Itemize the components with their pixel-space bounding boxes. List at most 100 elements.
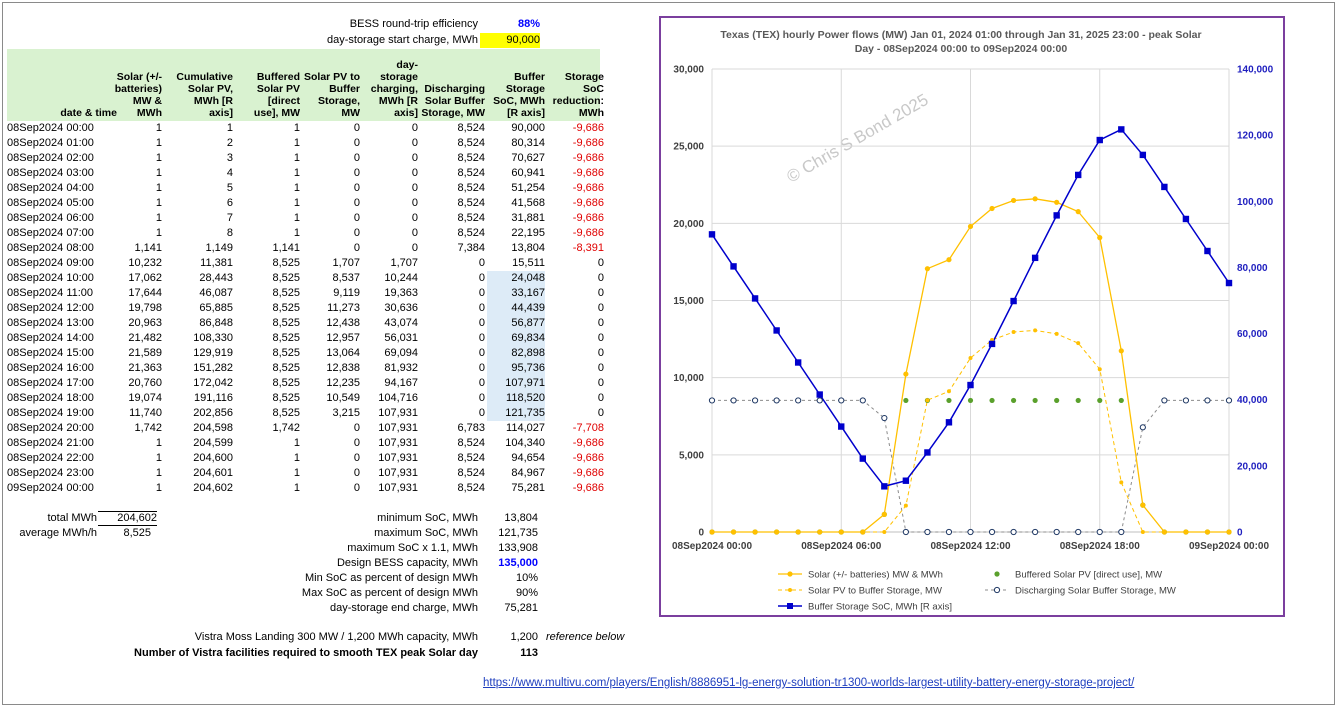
table-cell[interactable]: 11,273 <box>327 302 360 314</box>
table-cell[interactable]: 121,735 <box>487 406 545 421</box>
table-cell[interactable]: 0 <box>353 182 360 194</box>
table-cell[interactable]: 24,048 <box>487 271 545 286</box>
table-cell[interactable]: 0 <box>411 242 418 254</box>
table-cell[interactable]: 11,740 <box>129 407 162 419</box>
table-cell[interactable]: 08Sep2024 07:00 <box>7 227 94 239</box>
table-cell[interactable]: 1 <box>155 182 162 194</box>
table-cell[interactable]: 8,525 <box>272 377 300 389</box>
table-cell[interactable]: 0 <box>353 422 360 434</box>
table-cell[interactable]: 1,141 <box>134 242 162 254</box>
table-cell[interactable]: 204,601 <box>193 467 233 479</box>
table-cell[interactable]: 82,898 <box>487 346 545 361</box>
stat-value[interactable]: 13,804 <box>504 512 538 524</box>
table-cell[interactable]: 13,064 <box>326 347 360 359</box>
table-cell[interactable]: 1 <box>293 167 300 179</box>
table-cell[interactable]: 1 <box>155 467 162 479</box>
table-cell[interactable]: 8,524 <box>457 467 485 479</box>
table-cell[interactable]: 0 <box>478 332 485 344</box>
table-cell[interactable]: 5 <box>226 182 233 194</box>
table-cell[interactable]: 1 <box>293 197 300 209</box>
table-cell[interactable]: 1 <box>293 152 300 164</box>
table-cell[interactable]: 81,932 <box>384 362 418 374</box>
table-cell[interactable]: 12,838 <box>326 362 360 374</box>
table-cell[interactable]: 1 <box>155 167 162 179</box>
table-cell[interactable]: 08Sep2024 04:00 <box>7 182 94 194</box>
table-cell[interactable]: 11,381 <box>200 257 233 269</box>
table-cell[interactable]: 80,314 <box>511 137 545 149</box>
table-cell[interactable]: 0 <box>597 317 604 329</box>
table-cell[interactable]: 08Sep2024 11:00 <box>7 287 94 299</box>
table-cell[interactable]: 0 <box>478 347 485 359</box>
table-cell[interactable]: 4 <box>226 167 233 179</box>
table-cell[interactable]: 8,537 <box>332 272 360 284</box>
table-cell[interactable]: 0 <box>597 302 604 314</box>
table-cell[interactable]: 0 <box>478 272 485 284</box>
table-cell[interactable]: 107,931 <box>378 452 418 464</box>
table-cell[interactable]: 0 <box>411 122 418 134</box>
table-cell[interactable]: 1 <box>293 137 300 149</box>
table-cell[interactable]: 0 <box>353 137 360 149</box>
table-cell[interactable]: -9,686 <box>572 122 604 134</box>
stat-value[interactable]: 135,000 <box>498 557 538 569</box>
table-cell[interactable]: -9,686 <box>572 452 604 464</box>
total-value[interactable]: 204,602 <box>98 511 157 526</box>
table-cell[interactable]: 1 <box>293 452 300 464</box>
table-cell[interactable]: -9,686 <box>572 212 604 224</box>
table-cell[interactable]: 0 <box>353 212 360 224</box>
table-cell[interactable]: 0 <box>597 257 604 269</box>
table-cell[interactable]: 19,074 <box>128 392 162 404</box>
table-cell[interactable]: 8,524 <box>457 122 485 134</box>
table-cell[interactable]: 43,074 <box>384 317 418 329</box>
table-cell[interactable]: -9,686 <box>572 197 604 209</box>
table-cell[interactable]: 20,760 <box>128 377 162 389</box>
table-cell[interactable]: 204,602 <box>193 482 233 494</box>
table-cell[interactable]: 08Sep2024 09:00 <box>7 257 94 269</box>
table-cell[interactable]: 21,363 <box>128 362 162 374</box>
vistra-count-value[interactable]: 113 <box>520 647 538 659</box>
table-cell[interactable]: 7,384 <box>457 242 485 254</box>
table-cell[interactable]: 31,881 <box>511 212 545 224</box>
table-cell[interactable]: 0 <box>411 152 418 164</box>
table-cell[interactable]: 204,600 <box>193 452 233 464</box>
table-cell[interactable]: 204,598 <box>193 422 233 434</box>
table-cell[interactable]: 08Sep2024 17:00 <box>7 377 94 389</box>
table-cell[interactable]: 0 <box>353 197 360 209</box>
table-cell[interactable]: 107,931 <box>378 482 418 494</box>
table-cell[interactable]: 1 <box>155 137 162 149</box>
table-cell[interactable]: 08Sep2024 03:00 <box>7 167 94 179</box>
table-cell[interactable]: 75,281 <box>511 482 545 494</box>
table-cell[interactable]: 08Sep2024 22:00 <box>7 452 94 464</box>
table-cell[interactable]: 1 <box>155 482 162 494</box>
table-cell[interactable]: 08Sep2024 15:00 <box>7 347 94 359</box>
table-cell[interactable]: 8,524 <box>457 152 485 164</box>
table-cell[interactable]: 08Sep2024 05:00 <box>7 197 94 209</box>
stat-value[interactable]: 10% <box>515 572 538 584</box>
average-value[interactable]: 8,525 <box>123 527 151 539</box>
table-cell[interactable]: 8,525 <box>272 302 300 314</box>
table-cell[interactable]: 86,848 <box>199 317 233 329</box>
table-cell[interactable]: 8,525 <box>272 257 300 269</box>
table-cell[interactable]: 204,599 <box>193 437 233 449</box>
table-cell[interactable]: 104,340 <box>505 437 545 449</box>
table-cell[interactable]: 8,524 <box>457 137 485 149</box>
table-cell[interactable]: 0 <box>597 287 604 299</box>
table-cell[interactable]: 08Sep2024 08:00 <box>7 242 94 254</box>
table-cell[interactable]: 56,031 <box>384 332 418 344</box>
table-cell[interactable]: 0 <box>353 152 360 164</box>
table-cell[interactable]: 0 <box>597 362 604 374</box>
table-cell[interactable]: 21,482 <box>128 332 162 344</box>
table-cell[interactable]: 69,094 <box>384 347 418 359</box>
table-cell[interactable]: 15,511 <box>512 257 545 269</box>
table-cell[interactable]: 10,232 <box>128 257 162 269</box>
table-cell[interactable]: 0 <box>597 272 604 284</box>
table-cell[interactable]: 0 <box>597 407 604 419</box>
table-cell[interactable]: 2 <box>226 137 233 149</box>
table-cell[interactable]: -9,686 <box>572 467 604 479</box>
table-cell[interactable]: 08Sep2024 12:00 <box>7 302 94 314</box>
table-cell[interactable]: 08Sep2024 00:00 <box>7 122 94 134</box>
table-cell[interactable]: 8,524 <box>457 197 485 209</box>
table-cell[interactable]: 69,834 <box>487 331 545 346</box>
table-cell[interactable]: 08Sep2024 16:00 <box>7 362 94 374</box>
table-cell[interactable]: 17,644 <box>128 287 162 299</box>
table-cell[interactable]: 0 <box>353 437 360 449</box>
